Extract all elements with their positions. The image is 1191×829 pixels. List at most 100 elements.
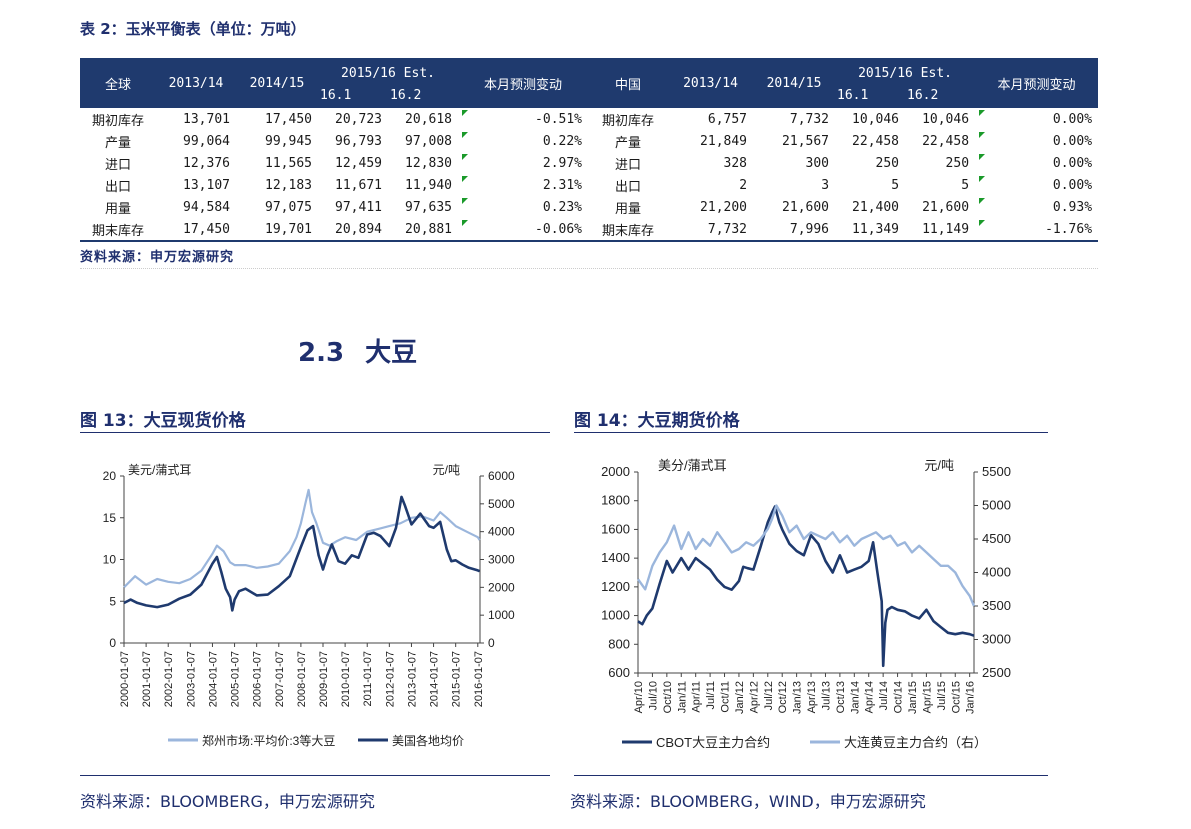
header-estimate: 2015/16 Est. 16.1 16.2 — [318, 58, 459, 108]
header-estimate-china-feb: 16.2 — [907, 88, 939, 103]
table-row: 进口 12,376 11,565 12,459 12,830 2.97% 进口 … — [80, 152, 1098, 174]
comment-marker-icon — [979, 154, 986, 160]
table-row: 用量 94,584 97,075 97,411 97,635 0.23% 用量 … — [80, 196, 1098, 218]
cell: 10,046 — [852, 111, 900, 127]
cell: 20,881 — [388, 218, 459, 242]
header-estimate-jan: 16.1 — [320, 88, 352, 103]
row-label: 产量 — [104, 135, 131, 151]
row-label: 进口 — [615, 157, 642, 173]
x-tick-label: 2005-01-07 — [230, 651, 242, 707]
table-row: 出口 13,107 12,183 11,671 11,940 2.31% 出口 … — [80, 174, 1098, 196]
right-tick-label: 5000 — [488, 497, 515, 511]
header-change: 本月预测变动 — [458, 58, 589, 108]
x-tick-label: Jan/12 — [734, 681, 746, 714]
left-tick-label: 1800 — [601, 493, 630, 508]
row-label: 期末库存 — [588, 218, 669, 242]
cell: 21,567 — [782, 133, 830, 149]
left-unit-label: 美元/蒲式耳 — [128, 463, 191, 477]
left-tick-label: 600 — [608, 665, 630, 680]
cell: 7,732 — [789, 111, 830, 127]
cell: 97,635 — [405, 199, 453, 215]
row-label: 进口 — [104, 157, 131, 173]
table-row: 期初库存 13,701 17,450 20,723 20,618 -0.51% … — [80, 108, 1098, 130]
left-tick-label: 800 — [608, 636, 630, 651]
change-cell: -0.51% — [458, 108, 588, 130]
change-cell: 0.23% — [458, 196, 588, 218]
right-tick-label: 3500 — [982, 598, 1011, 613]
left-tick-label: 5 — [109, 594, 116, 608]
cell: 250 — [945, 155, 970, 171]
comment-marker-icon — [979, 176, 986, 182]
left-tick-label: 10 — [103, 553, 117, 567]
legend-label-1: 郑州市场:平均价:3等大豆 — [202, 733, 335, 748]
figure-13-source: 资料来源：BLOOMBERG，申万宏源研究 — [80, 792, 375, 811]
cell: 17,450 — [156, 218, 236, 242]
right-tick-label: 1000 — [488, 608, 515, 622]
cell: 11,671 — [335, 177, 382, 193]
cell: 21,600 — [782, 199, 830, 215]
x-tick-label: Jan/14 — [849, 681, 861, 714]
change-cell: 2.31% — [458, 174, 588, 196]
right-tick-label: 6000 — [488, 469, 515, 483]
cell: 12,459 — [335, 155, 382, 171]
x-tick-label: 2013-01-07 — [406, 651, 418, 707]
change-cell: 0.00% — [975, 174, 1098, 196]
cell: 97,411 — [335, 199, 382, 215]
header-estimate-china-label: 2015/16 Est. — [858, 65, 952, 81]
x-tick-label: 2003-01-07 — [185, 651, 197, 707]
comment-marker-icon — [462, 176, 469, 182]
cell: 5 — [961, 177, 970, 193]
cell: 328 — [723, 155, 748, 171]
right-tick-label: 4000 — [982, 565, 1011, 580]
row-label: 期初库存 — [602, 113, 655, 129]
right-tick-label: 2000 — [488, 580, 515, 594]
row-label: 用量 — [615, 201, 642, 217]
x-tick-label: Jul/10 — [647, 681, 659, 710]
header-estimate-label: 2015/16 Est. — [341, 65, 435, 81]
x-tick-label: Oct/13 — [835, 681, 847, 713]
cell: 19,701 — [236, 218, 318, 242]
x-tick-label: 2002-01-07 — [163, 651, 175, 707]
x-tick-label: 2008-01-07 — [296, 651, 308, 707]
cell: 99,064 — [183, 133, 230, 149]
legend-label-1: CBOT大豆主力合约 — [656, 735, 770, 750]
x-tick-label: Jul/12 — [763, 681, 775, 710]
divider — [80, 268, 1098, 269]
section-title: 大豆 — [365, 338, 418, 368]
table-row: 产量 99,064 99,945 96,793 97,008 0.22% 产量 … — [80, 130, 1098, 152]
table-title: 表 2：玉米平衡表（单位：万吨） — [80, 20, 306, 38]
comment-marker-icon — [462, 154, 469, 160]
header-estimate-china: 2015/16 Est. 16.1 16.2 — [835, 58, 976, 108]
x-tick-label: 2004-01-07 — [207, 651, 219, 707]
row-label: 期初库存 — [91, 113, 144, 129]
cell: 3 — [821, 177, 830, 193]
left-tick-label: 20 — [103, 469, 117, 483]
comment-marker-icon — [462, 132, 469, 138]
cell: 12,830 — [405, 155, 453, 171]
series-line-2 — [637, 504, 976, 607]
cell: 96,793 — [335, 133, 382, 149]
right-tick-label: 0 — [488, 636, 495, 650]
x-tick-label: 2012-01-07 — [384, 651, 396, 707]
figure-14-chart: 600 800 1000 1200 1400 1600 1800 2000 2500 3000 35… — [601, 458, 1011, 750]
series-line-1 — [123, 488, 481, 589]
header-estimate-feb: 16.2 — [390, 88, 422, 103]
x-tick-label: 2009-01-07 — [318, 651, 330, 707]
change-cell: 0.00% — [975, 130, 1098, 152]
cell: 250 — [875, 155, 900, 171]
right-unit-label: 元/吨 — [924, 458, 954, 473]
cell: 13,701 — [183, 111, 230, 127]
cell: 13,107 — [183, 177, 230, 193]
figure-13-footer-rule — [80, 775, 550, 776]
x-tick-label: Jan/15 — [907, 681, 919, 714]
x-tick-label: 2000-01-07 — [119, 651, 131, 707]
x-tick-label: Jul/11 — [705, 681, 717, 710]
header-year-3: 2013/14 — [668, 58, 754, 108]
x-tick-label: Apr/13 — [806, 681, 818, 713]
series-line-1 — [637, 505, 975, 668]
x-tick-label: Oct/11 — [720, 681, 732, 713]
figure-14-footer-rule — [574, 775, 1048, 776]
cell: 12,183 — [265, 177, 312, 193]
cell: 21,200 — [700, 199, 748, 215]
row-label: 出口 — [104, 179, 131, 195]
